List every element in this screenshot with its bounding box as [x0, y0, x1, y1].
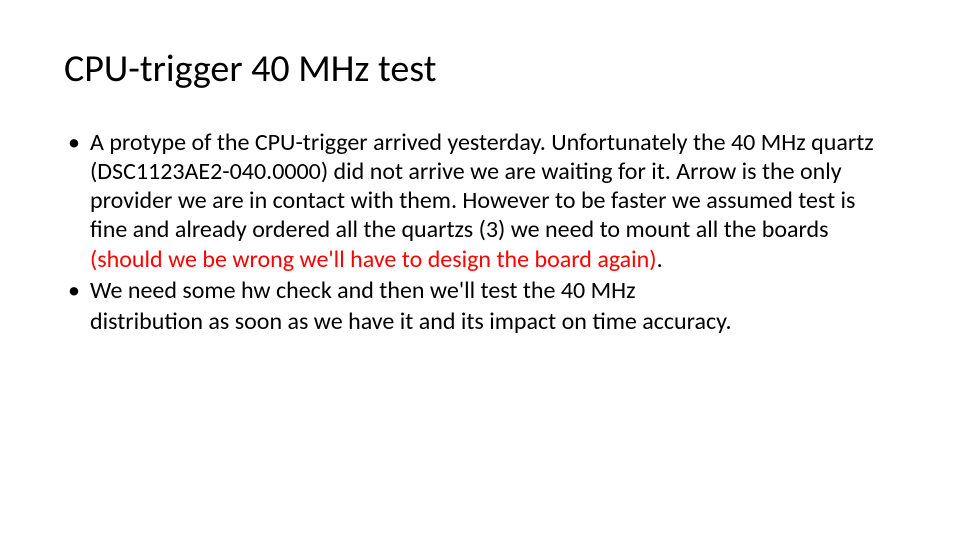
bullet-1-part-1: A protype of the CPU-trigger arrived yes… [90, 128, 874, 245]
bullet-1-highlight: (should we be wrong we'll have to design… [90, 245, 657, 274]
bullet-item-1: A protype of the CPU-trigger arrived yes… [64, 128, 896, 274]
slide: CPU-trigger 40 MHz test A protype of the… [0, 0, 960, 540]
bullet-item-2: We need some hw check and then we'll tes… [64, 276, 896, 305]
bullet-list: A protype of the CPU-trigger arrived yes… [64, 128, 896, 306]
slide-title: CPU-trigger 40 MHz test [64, 48, 896, 92]
bullet-1-part-3: . [657, 245, 663, 274]
bullet-2-text: We need some hw check and then we'll tes… [90, 276, 636, 305]
bullet-2-continuation: distribution as soon as we have it and i… [64, 307, 896, 336]
